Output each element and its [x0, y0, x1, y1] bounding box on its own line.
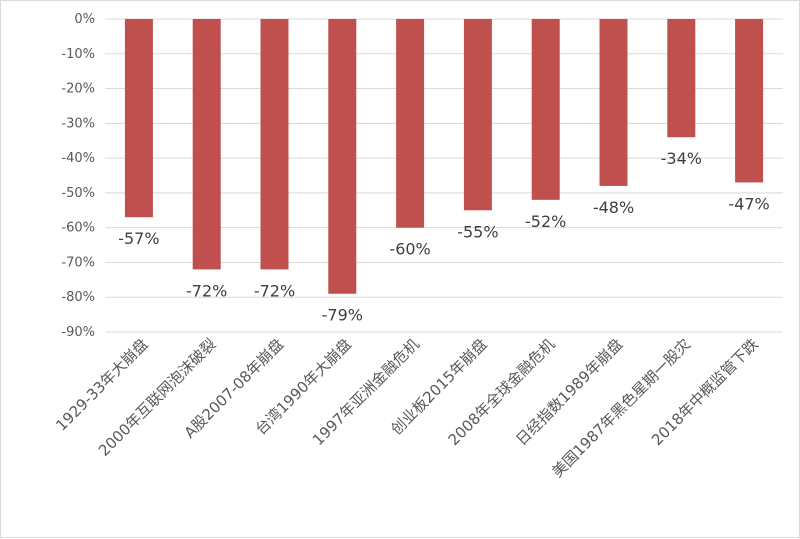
category-label: 美国1987年黑色星期一股灾 [548, 335, 694, 481]
y-tick-label: -50% [61, 186, 95, 201]
bar [735, 19, 764, 183]
category-label: 2000年互联网泡沫破裂 [95, 335, 220, 460]
bar [667, 19, 696, 138]
y-tick-label: -20% [61, 82, 95, 97]
y-tick-label: -80% [61, 290, 95, 305]
bar [599, 19, 628, 186]
y-tick-label: -90% [61, 325, 95, 340]
data-label: -57% [118, 229, 159, 248]
y-tick-label: -60% [61, 221, 95, 236]
bar [192, 19, 221, 270]
data-label: -79% [322, 306, 363, 325]
y-tick-label: -30% [61, 116, 95, 131]
data-labels: -57% -72% -72% -79% -60% -55% -52% -48% -34% -47% [118, 149, 770, 325]
y-tick-label: -40% [61, 151, 95, 166]
bars [124, 19, 764, 294]
y-tick-label: 0% [74, 12, 95, 27]
data-label: -72% [186, 281, 227, 300]
bar [328, 19, 357, 294]
y-tick-label: -10% [61, 47, 95, 62]
data-label: -72% [254, 281, 295, 300]
data-label: -48% [593, 198, 634, 217]
data-label: -34% [661, 149, 702, 168]
bar [124, 19, 153, 218]
category-labels: 1929-33年大崩盘2000年互联网泡沫破裂A股2007-08年崩盘台湾199… [52, 335, 762, 481]
bar [463, 19, 492, 211]
y-axis-tick-labels: 0% -10% -20% -30% -40% -50% -60% -70% -80% -90% [61, 12, 95, 340]
data-label: -47% [728, 194, 769, 213]
bar [260, 19, 289, 270]
data-label: -55% [457, 222, 498, 241]
data-label: -60% [389, 240, 430, 259]
bar [396, 19, 425, 228]
bar [531, 19, 560, 200]
data-label: -52% [525, 212, 566, 231]
y-tick-label: -70% [61, 255, 95, 270]
